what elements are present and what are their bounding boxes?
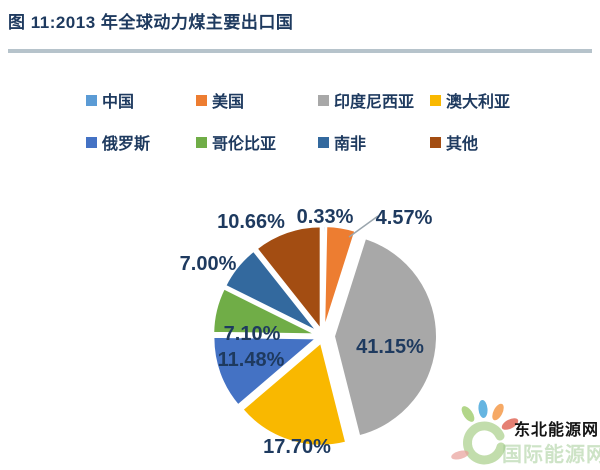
pie-label-usa: 4.57% bbox=[376, 207, 433, 229]
legend-item-russia: 俄罗斯 bbox=[86, 132, 196, 153]
legend-item-south-africa: 南非 bbox=[318, 132, 430, 153]
legend-item-australia: 澳大利亚 bbox=[430, 90, 556, 111]
legend-swatch-other bbox=[430, 136, 441, 148]
pie-slice-russia bbox=[212, 335, 320, 407]
figure-title: 图 11:2013 年全球动力煤主要出口国 bbox=[8, 13, 294, 32]
legend-swatch-australia bbox=[430, 94, 441, 106]
pie-slice-south-africa bbox=[223, 249, 319, 333]
pie-slice-other bbox=[255, 225, 322, 333]
legend-swatch-russia bbox=[86, 136, 97, 148]
chart-legend: 中国 美国 印度尼西亚 澳大利亚俄罗斯 哥伦比亚 南非 其他 bbox=[86, 90, 556, 153]
leader-line-usa bbox=[348, 215, 379, 238]
legend-swatch-usa bbox=[196, 94, 207, 106]
pie-label-other: 10.66% bbox=[217, 211, 285, 233]
legend-item-usa: 美国 bbox=[196, 90, 318, 111]
pie-label-colombia: 7.10% bbox=[224, 323, 281, 345]
pie-slice-colombia bbox=[212, 287, 317, 336]
legend-swatch-south-africa bbox=[318, 136, 329, 148]
watermark-logo-icon bbox=[451, 400, 519, 465]
watermark: 国际能源网 东北能源网 bbox=[448, 398, 600, 470]
pie-label-indonesia: 41.15% bbox=[356, 336, 424, 358]
watermark-site-name: 东北能源网 bbox=[514, 422, 600, 439]
legend-label-colombia: 哥伦比亚 bbox=[212, 136, 277, 153]
legend-item-china: 中国 bbox=[86, 90, 196, 111]
legend-label-other: 其他 bbox=[446, 136, 479, 153]
legend-label-south-africa: 南非 bbox=[334, 136, 367, 153]
legend-swatch-indonesia bbox=[318, 94, 329, 106]
pie-slice-australia bbox=[241, 340, 348, 447]
pie-label-china: 0.33% bbox=[297, 206, 354, 228]
legend-item-indonesia: 印度尼西亚 bbox=[318, 90, 430, 111]
pie-label-south-africa: 7.00% bbox=[180, 253, 237, 275]
legend-label-australia: 澳大利亚 bbox=[446, 94, 511, 111]
pie-slice-usa bbox=[323, 225, 357, 330]
pie-label-australia: 17.70% bbox=[263, 436, 331, 458]
title-divider bbox=[8, 49, 592, 53]
legend-label-usa: 美国 bbox=[212, 94, 245, 111]
legend-item-other: 其他 bbox=[430, 132, 556, 153]
legend-swatch-colombia bbox=[196, 136, 207, 148]
pie-slice-indonesia bbox=[332, 236, 438, 438]
legend-label-russia: 俄罗斯 bbox=[102, 136, 151, 153]
pie-label-russia: 11.48% bbox=[218, 349, 285, 371]
pie-slice-china bbox=[322, 224, 327, 330]
legend-label-china: 中国 bbox=[102, 94, 135, 111]
legend-label-indonesia: 印度尼西亚 bbox=[334, 94, 415, 111]
legend-swatch-china bbox=[86, 94, 97, 106]
legend-item-colombia: 哥伦比亚 bbox=[196, 132, 318, 153]
watermark-faint-text: 国际能源网 bbox=[502, 444, 600, 466]
